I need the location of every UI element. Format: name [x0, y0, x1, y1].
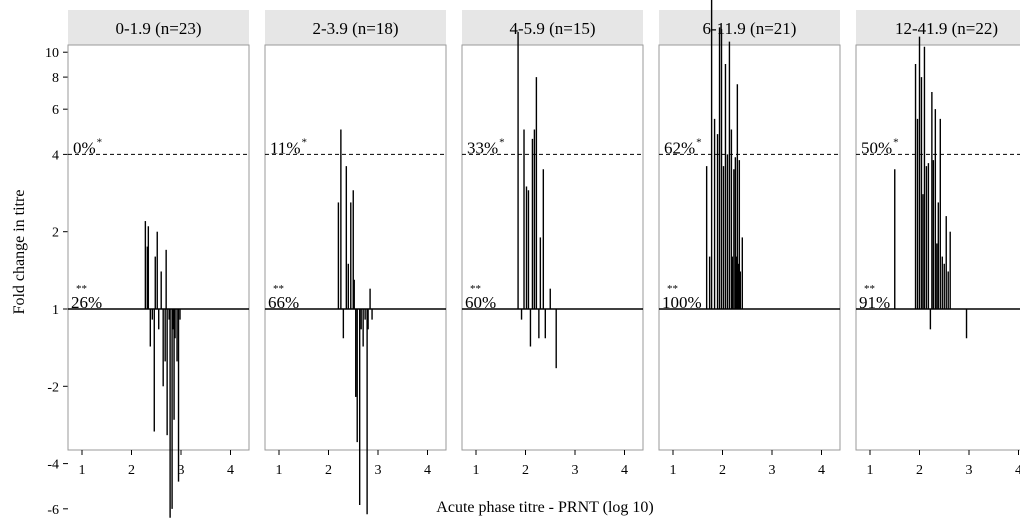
x-axis-title: Acute phase titre - PRNT (log 10)	[436, 499, 653, 516]
above-threshold-mark: *	[893, 136, 899, 148]
panel-strip	[68, 10, 249, 45]
below-threshold-mark: **	[76, 283, 87, 295]
panel: 2-3.9 (n=18)11% ***66%1 2 3 4	[264, 10, 447, 515]
y-axis-title: Fold change in titre	[11, 190, 28, 315]
panel-strip	[265, 10, 446, 45]
panel-strip-label: 0-1.9 (n=23)	[115, 19, 201, 38]
panel-strip	[856, 10, 1020, 45]
x-tick-label: 4	[818, 463, 825, 478]
x-tick-label: 2	[916, 463, 923, 478]
y-tick-label: -6	[47, 503, 59, 518]
y-tick-label: 2	[52, 226, 59, 241]
x-tick-label: 4	[227, 463, 234, 478]
below-threshold-mark: **	[667, 283, 678, 295]
above-threshold-mark: *	[499, 136, 505, 148]
panel: 0-1.9 (n=23)0% ***26%1 2 3 4	[67, 10, 250, 518]
x-tick-label: 2	[325, 463, 332, 478]
panel-strip-label: 12-41.9 (n=22)	[895, 19, 998, 38]
panel: 12-41.9 (n=22)50% ***91%1 2 3 4	[855, 10, 1020, 478]
below-threshold-mark: **	[864, 283, 875, 295]
x-tick-label: 2	[522, 463, 529, 478]
above-threshold-percent: 33%	[467, 138, 498, 157]
below-threshold-mark: **	[273, 283, 284, 295]
x-tick-label: 1	[670, 463, 677, 478]
x-tick-label: 1	[867, 463, 874, 478]
above-threshold-mark: *	[97, 136, 103, 148]
x-tick-label: 1	[473, 463, 480, 478]
y-tick-label: -2	[47, 380, 59, 395]
panel-frame	[67, 44, 250, 451]
above-threshold-percent: 11%	[270, 138, 301, 157]
below-threshold-percent: 26%	[71, 293, 102, 312]
below-threshold-percent: 60%	[465, 293, 496, 312]
above-threshold-mark: *	[696, 136, 702, 148]
x-tick-label: 3	[572, 463, 579, 478]
panel-strip-label: 4-5.9 (n=15)	[509, 19, 595, 38]
below-threshold-percent: 91%	[859, 293, 890, 312]
y-axis: 10 8 6 4 2 1 -2 -4 -6	[45, 45, 69, 518]
panel-frame	[658, 44, 841, 451]
y-tick-label: -4	[47, 458, 59, 473]
above-threshold-mark: *	[302, 136, 308, 148]
x-tick-label: 4	[424, 463, 431, 478]
x-tick-label: 4	[1015, 463, 1020, 478]
panel-frame	[461, 44, 644, 451]
panel: 6-11.9 (n=21)62% ***100%1 2 3 4	[658, 0, 841, 478]
x-tick-label: 3	[966, 463, 973, 478]
x-tick-label: 1	[276, 463, 283, 478]
panel-strip	[462, 10, 643, 45]
y-tick-label: 6	[52, 103, 59, 118]
y-tick-label: 1	[52, 303, 59, 318]
x-tick-label: 3	[769, 463, 776, 478]
x-tick-label: 1	[79, 463, 86, 478]
above-threshold-percent: 62%	[664, 138, 695, 157]
y-tick-label: 10	[45, 46, 59, 61]
chart-panels: 0-1.9 (n=23)0% ***26%1 2 3 42-3.9 (n=18)11% *…	[67, 0, 1020, 518]
x-tick-label: 4	[621, 463, 628, 478]
y-tick-label: 4	[52, 148, 59, 163]
x-tick-label: 2	[719, 463, 726, 478]
panel-strip-label: 6-11.9 (n=21)	[703, 19, 797, 38]
above-threshold-percent: 50%	[861, 138, 892, 157]
below-threshold-mark: **	[470, 283, 481, 295]
x-tick-label: 3	[178, 463, 185, 478]
x-tick-label: 2	[128, 463, 135, 478]
y-tick-label: 8	[52, 71, 59, 86]
above-threshold-percent: 0%	[73, 138, 96, 157]
below-threshold-percent: 100%	[662, 293, 702, 312]
panel-strip-label: 2-3.9 (n=18)	[312, 19, 398, 38]
panel-strip	[659, 10, 840, 45]
x-tick-label: 3	[375, 463, 382, 478]
panel: 4-5.9 (n=15)33% ***60%1 2 3 4	[461, 10, 644, 478]
below-threshold-percent: 66%	[268, 293, 299, 312]
